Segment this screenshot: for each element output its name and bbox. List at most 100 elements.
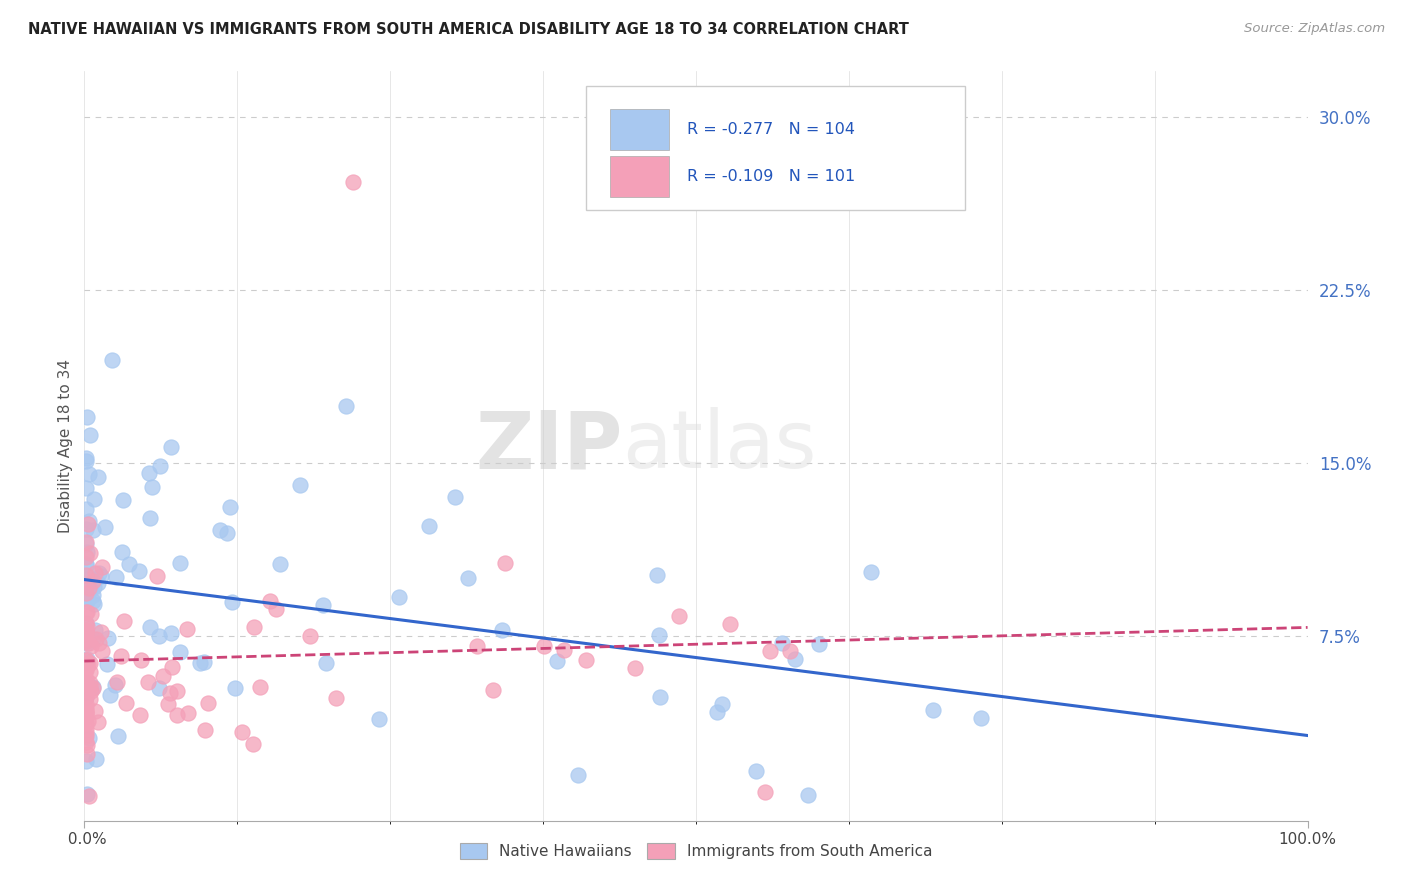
Point — [859, 566, 882, 580]
Point — [84, 624, 107, 638]
Point — [75, 698, 97, 712]
Point — [553, 643, 575, 657]
Point — [76, 636, 98, 650]
Point — [107, 729, 129, 743]
Point — [75, 660, 97, 674]
Point — [75, 652, 97, 666]
Point — [208, 523, 231, 537]
Point — [76, 619, 98, 633]
Point — [75, 501, 97, 516]
Point — [104, 570, 127, 584]
Point — [149, 458, 172, 473]
Point — [335, 399, 357, 413]
Point — [75, 617, 97, 632]
Point — [79, 467, 101, 481]
Point — [75, 623, 97, 637]
FancyBboxPatch shape — [610, 109, 669, 150]
Point — [77, 592, 100, 607]
Point — [75, 658, 97, 673]
Point — [259, 594, 281, 608]
Point — [75, 729, 97, 743]
Point — [75, 653, 97, 667]
Point — [86, 714, 108, 729]
Point — [76, 593, 98, 607]
Point — [82, 681, 104, 696]
Point — [312, 599, 335, 613]
Point — [101, 352, 124, 367]
Point — [76, 581, 98, 595]
Point — [75, 633, 97, 648]
Point — [138, 620, 160, 634]
Point — [75, 706, 97, 720]
Point — [79, 635, 101, 649]
Point — [325, 691, 347, 706]
Point — [75, 605, 97, 619]
Point — [98, 688, 121, 702]
Point — [76, 516, 98, 531]
Point — [76, 545, 98, 559]
Point — [645, 567, 668, 582]
Point — [83, 580, 105, 594]
Point — [83, 566, 105, 581]
Point — [75, 735, 97, 749]
Point — [90, 569, 112, 583]
Point — [75, 481, 97, 495]
Point — [288, 478, 311, 492]
Point — [77, 582, 100, 596]
Point — [139, 510, 162, 524]
Point — [87, 470, 110, 484]
Point — [105, 674, 128, 689]
Point — [157, 697, 180, 711]
Point — [75, 677, 97, 691]
Point — [90, 644, 112, 658]
Text: NATIVE HAWAIIAN VS IMMIGRANTS FROM SOUTH AMERICA DISABILITY AGE 18 TO 34 CORRELA: NATIVE HAWAIIAN VS IMMIGRANTS FROM SOUTH… — [28, 22, 910, 37]
Point — [648, 628, 671, 642]
Point — [75, 627, 97, 641]
Point — [77, 581, 100, 595]
Point — [76, 788, 98, 802]
Point — [75, 675, 97, 690]
Point — [80, 639, 103, 653]
FancyBboxPatch shape — [586, 87, 965, 210]
Point — [494, 557, 516, 571]
Point — [75, 722, 97, 736]
Point — [264, 602, 287, 616]
Point — [82, 588, 104, 602]
Point — [94, 519, 117, 533]
Point — [141, 480, 163, 494]
Point — [79, 676, 101, 690]
Point — [128, 564, 150, 578]
Point — [76, 652, 98, 666]
Point — [104, 678, 127, 692]
Point — [706, 705, 728, 719]
Point — [567, 768, 589, 782]
Point — [115, 696, 138, 710]
Point — [138, 675, 160, 690]
Point — [575, 653, 598, 667]
Point — [75, 754, 97, 768]
Legend: Native Hawaiians, Immigrants from South America: Native Hawaiians, Immigrants from South … — [454, 838, 938, 865]
Point — [75, 716, 97, 731]
Point — [112, 614, 135, 628]
Point — [759, 643, 782, 657]
Point — [193, 655, 215, 669]
Point — [169, 645, 191, 659]
Point — [194, 723, 217, 737]
Point — [177, 706, 200, 720]
Point — [482, 682, 505, 697]
Point — [82, 632, 104, 647]
Point — [79, 657, 101, 671]
Y-axis label: Disability Age 18 to 34: Disability Age 18 to 34 — [58, 359, 73, 533]
Point — [82, 523, 104, 537]
Point — [75, 450, 97, 465]
Point — [718, 616, 741, 631]
Point — [77, 789, 100, 803]
Point — [79, 680, 101, 694]
Point — [84, 632, 107, 646]
Point — [624, 661, 647, 675]
Point — [75, 690, 97, 704]
Point — [745, 764, 768, 779]
Point — [418, 518, 440, 533]
Point — [75, 522, 97, 536]
Point — [188, 656, 211, 670]
